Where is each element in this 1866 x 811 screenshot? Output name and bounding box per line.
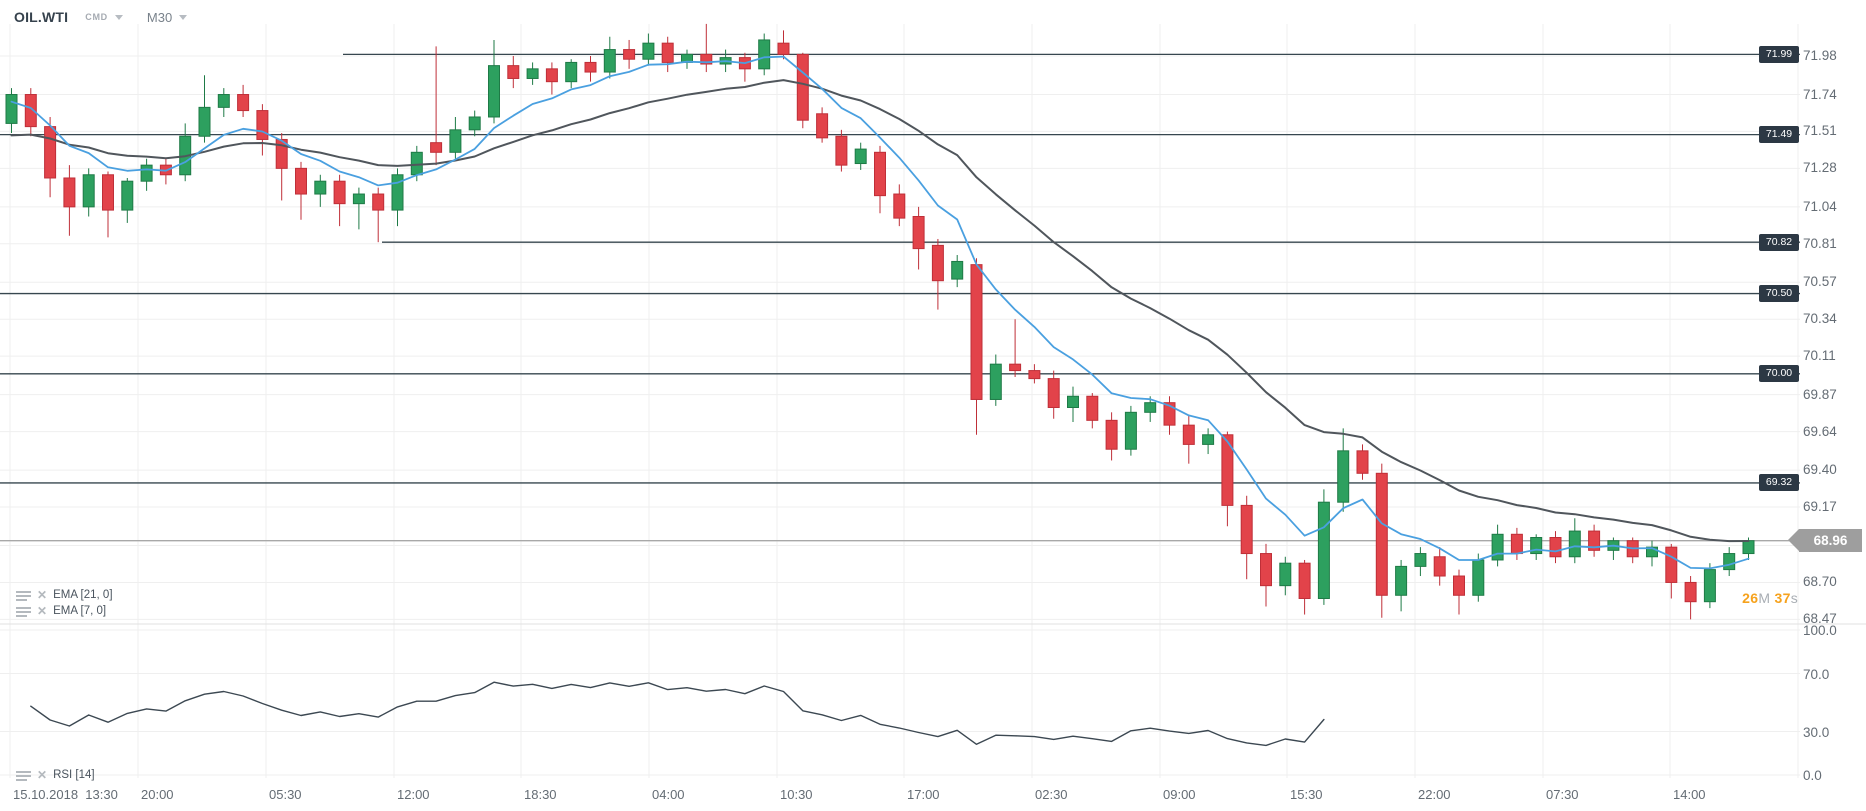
time-axis-label: 04:00 [652, 787, 685, 802]
time-axis-label: 18:30 [524, 787, 557, 802]
timeframe-label: M30 [146, 9, 173, 25]
price-axis-label: 68.47 [1803, 611, 1837, 627]
price-axis-label: 70.81 [1803, 235, 1837, 251]
chevron-down-icon [114, 14, 123, 20]
price-axis-label: 69.64 [1803, 423, 1837, 439]
indicator-row-ema7: ✕ EMA [7, 0] [16, 605, 106, 617]
price-level-badge: 70.50 [1759, 285, 1799, 303]
time-axis-label: 17:00 [907, 787, 940, 802]
time-axis-label: 07:30 [1546, 787, 1579, 802]
price-axis-label: 71.04 [1803, 198, 1837, 214]
timer-part: 37 [1774, 590, 1791, 606]
indicator-label-rsi: RSI [14] [53, 769, 95, 781]
time-axis-label: 12:00 [397, 787, 430, 802]
time-axis-label: 02:30 [1035, 787, 1068, 802]
price-axis-label: 70.57 [1803, 274, 1837, 290]
time-axis-label: 20:00 [141, 787, 174, 802]
indicator-row-ema21: ✕ EMA [21, 0] [16, 589, 113, 601]
time-axis-label: 15:30 [1290, 787, 1323, 802]
price-axis-label: 69.17 [1803, 499, 1837, 514]
price-axis-label: 71.74 [1803, 86, 1837, 102]
instrument-name[interactable]: OIL.WTI [14, 9, 69, 25]
price-axis-label: 71.51 [1803, 123, 1837, 139]
market-type-label: CMD [85, 12, 108, 22]
price-level-badge: 71.99 [1759, 45, 1799, 63]
current-price-badge: 68.96 [1788, 529, 1862, 553]
price-level-badge: 71.49 [1759, 126, 1799, 144]
rsi-axis-label: 70.0 [1803, 666, 1830, 682]
indicator-row-rsi: ✕ RSI [14] [16, 769, 95, 781]
price-level-lines [0, 53, 1800, 484]
price-level-badge: 70.00 [1759, 365, 1799, 383]
price-axis-label: 71.28 [1803, 160, 1837, 176]
price-axis-label: 69.40 [1803, 462, 1837, 478]
rsi-axis-label: 100.0 [1803, 623, 1837, 638]
timer-part: M [1758, 590, 1775, 606]
ema21-line [10, 79, 1750, 543]
timer-part: 26 [1742, 590, 1759, 606]
close-icon[interactable]: ✕ [37, 588, 48, 602]
price-axis-label: 71.98 [1803, 48, 1837, 63]
time-axis-label: 09:00 [1163, 787, 1196, 802]
timer-part: s [1790, 590, 1798, 606]
settings-lines-icon[interactable] [16, 590, 31, 601]
time-axis-label: 05:30 [269, 787, 302, 802]
candles[interactable] [5, 23, 1755, 620]
time-axis-label: 15.10.2018 13:30 [13, 787, 118, 802]
price-axis-label: 70.34 [1803, 311, 1837, 327]
close-icon[interactable]: ✕ [37, 604, 48, 618]
grid-lines [0, 24, 1866, 778]
price-level-badge: 70.82 [1759, 233, 1799, 251]
ema7-line [10, 55, 1750, 570]
settings-lines-icon[interactable] [16, 606, 31, 617]
rsi-line [30, 681, 1325, 747]
indicator-label-ema7: EMA [7, 0] [53, 605, 107, 617]
price-axis-label: 70.11 [1803, 348, 1836, 364]
indicator-label-ema21: EMA [21, 0] [53, 589, 113, 601]
timeframe-dropdown[interactable]: M30 [146, 9, 188, 25]
rsi-axis-label: 0.0 [1803, 768, 1822, 783]
price-axis-label: 69.87 [1803, 386, 1837, 402]
close-icon[interactable]: ✕ [37, 768, 48, 782]
rsi-axis-label: 30.0 [1803, 724, 1830, 740]
settings-lines-icon[interactable] [16, 770, 31, 781]
time-axis-label: 22:00 [1418, 787, 1451, 802]
time-axis-label: 10:30 [780, 787, 813, 802]
chevron-down-icon [179, 14, 188, 20]
time-axis-label: 14:00 [1673, 787, 1706, 802]
price-level-badge: 69.32 [1759, 474, 1799, 492]
candle-countdown-timer: 26M 37s [1742, 590, 1798, 606]
instrument-header: OIL.WTI CMD M30 [14, 9, 188, 25]
market-type-dropdown[interactable]: CMD [85, 12, 123, 22]
price-axis-label: 68.70 [1803, 574, 1837, 590]
